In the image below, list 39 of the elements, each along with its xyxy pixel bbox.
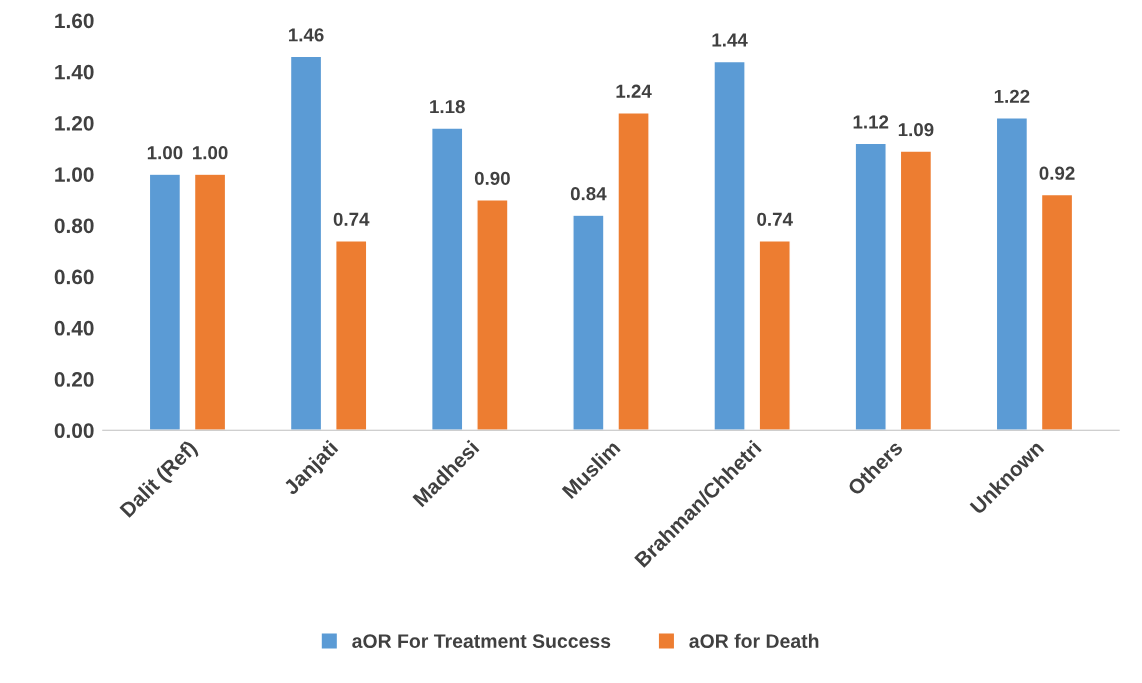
data-label: 1.18 — [430, 99, 465, 114]
bar — [148, 173, 182, 431]
data-label: 1.24 — [616, 84, 652, 98]
bar — [899, 150, 933, 431]
bar — [713, 60, 746, 431]
y-tick-label: 0.00 — [54, 423, 94, 439]
data-label: 1.46 — [288, 28, 324, 42]
data-label: 1.12 — [853, 115, 889, 129]
bar — [617, 111, 650, 431]
y-tick-label: 1.00 — [55, 167, 94, 182]
data-label: 0.74 — [757, 212, 793, 226]
y-tick-label: 0.80 — [54, 218, 94, 234]
data-label: 1.00 — [193, 146, 228, 160]
y-tick-label: 1.20 — [55, 115, 94, 131]
bar — [193, 173, 227, 431]
legend-label: aOR For Treatment Success — [352, 634, 611, 648]
data-label: 0.92 — [1039, 166, 1075, 180]
bar — [335, 240, 368, 431]
bar — [572, 214, 605, 431]
data-label: 1.44 — [712, 33, 748, 47]
legend-label: aOR for Death — [689, 633, 819, 648]
bar — [289, 55, 323, 431]
y-tick-label: 0.20 — [54, 372, 94, 387]
bar — [758, 240, 791, 431]
data-label: 1.22 — [994, 89, 1030, 103]
data-label: 0.90 — [474, 171, 510, 185]
bar — [430, 127, 464, 431]
y-tick-label: 1.60 — [55, 13, 94, 29]
y-tick-label: 0.60 — [54, 269, 94, 285]
data-label: 0.74 — [333, 212, 370, 226]
y-tick-label: 1.40 — [55, 64, 94, 80]
bar — [995, 117, 1029, 431]
bar — [1040, 193, 1074, 431]
data-label: 1.00 — [147, 146, 183, 160]
y-tick-label: 0.40 — [54, 320, 94, 336]
bar — [476, 199, 509, 431]
data-label: 1.09 — [898, 123, 934, 137]
bar — [854, 142, 887, 431]
data-label: 0.84 — [570, 187, 607, 201]
